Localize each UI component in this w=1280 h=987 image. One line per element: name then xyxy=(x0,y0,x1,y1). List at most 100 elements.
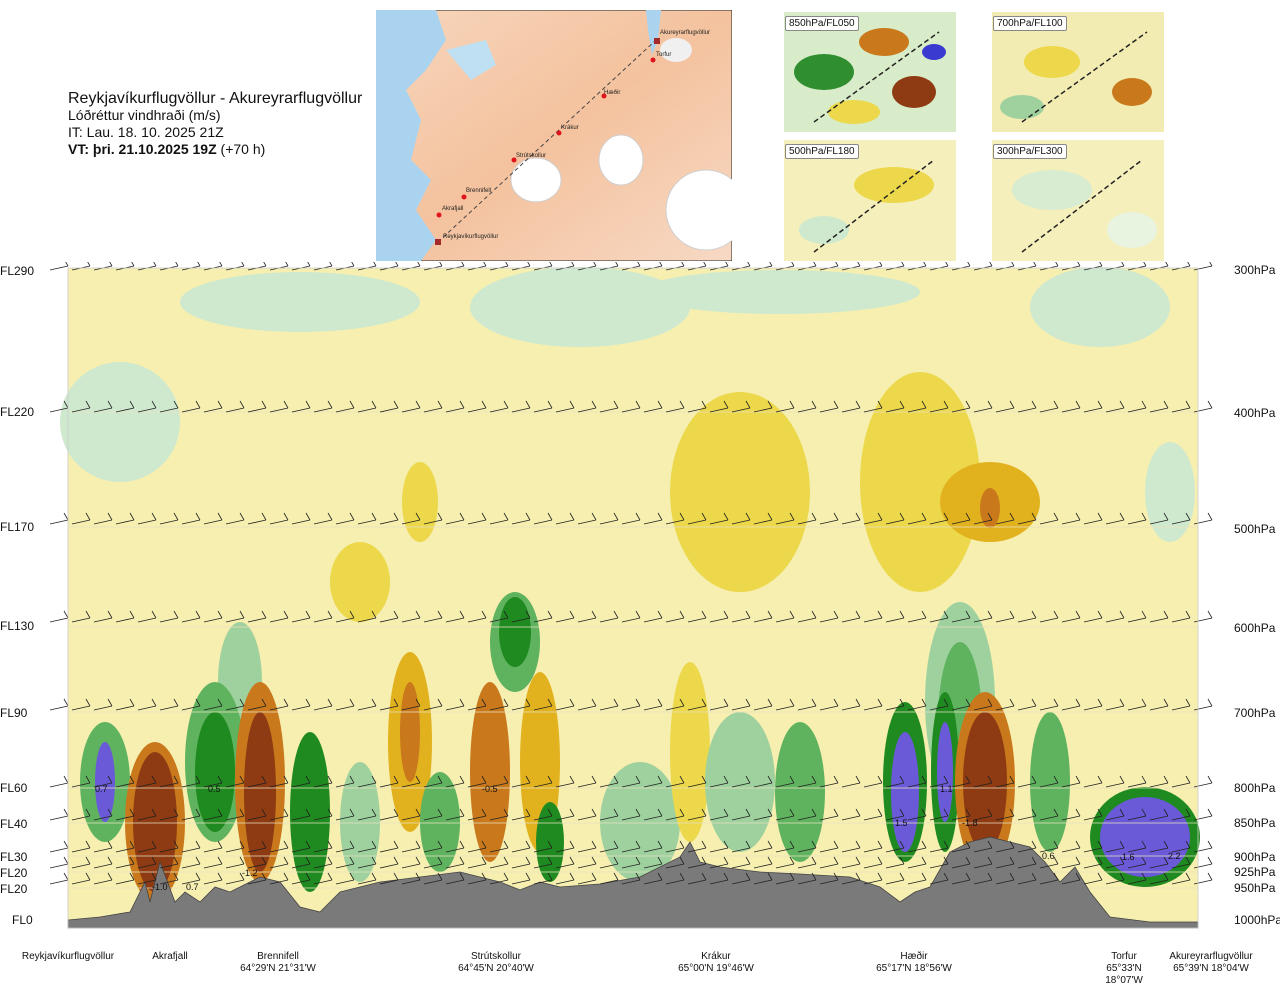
wind-barb xyxy=(687,808,707,821)
panel-700hpa[interactable]: 700hPa/FL100 xyxy=(992,12,1164,132)
wind-barb xyxy=(1149,512,1169,525)
wind-barb xyxy=(203,610,223,623)
wind-barb xyxy=(445,808,465,821)
wind-barb xyxy=(247,610,267,623)
wind-barb xyxy=(159,872,179,885)
wind-barb xyxy=(203,698,223,711)
wind-barb xyxy=(357,610,377,623)
wind-barb xyxy=(1171,808,1191,821)
wind-barb xyxy=(841,872,861,885)
panel-850hpa[interactable]: 850hPa/FL050 xyxy=(784,12,956,132)
wind-barb xyxy=(621,610,641,623)
wind-barb xyxy=(555,400,575,413)
hpa-label: 900hPa xyxy=(1234,850,1276,864)
velocity-cell xyxy=(705,712,775,852)
wind-barb xyxy=(753,775,773,788)
wind-barb xyxy=(1039,775,1059,788)
wind-barb xyxy=(445,400,465,413)
wind-barb xyxy=(181,400,201,413)
wind-barb xyxy=(137,808,157,821)
wind-barb xyxy=(577,872,597,885)
wind-barb xyxy=(423,775,443,788)
title-block: Reykjavíkurflugvöllur - Akureyrarflugvöl… xyxy=(68,90,362,158)
contour-label: 0.7 xyxy=(95,784,108,794)
wind-barb xyxy=(621,840,641,853)
wind-barb xyxy=(71,400,91,413)
wind-barb xyxy=(71,840,91,853)
wind-barb xyxy=(1083,775,1103,788)
fl-label: FL40 xyxy=(0,817,28,831)
wind-barb xyxy=(379,610,399,623)
wind-barb xyxy=(401,872,421,885)
wind-barb xyxy=(1083,872,1103,885)
velocity-cell xyxy=(937,722,953,822)
wind-barb xyxy=(599,400,619,413)
wind-barb xyxy=(841,808,861,821)
velocity-cell xyxy=(670,662,710,842)
wind-barb xyxy=(313,698,333,711)
wind-barb xyxy=(1171,856,1191,869)
wind-barb xyxy=(489,775,509,788)
wind-barb xyxy=(841,512,861,525)
wind-barb xyxy=(577,610,597,623)
velocity-cell xyxy=(600,762,680,882)
wind-barb xyxy=(907,698,927,711)
wind-barb xyxy=(1127,610,1147,623)
wind-barb xyxy=(357,872,377,885)
wind-barb xyxy=(929,872,949,885)
wind-barb xyxy=(753,610,773,623)
wind-barb xyxy=(973,400,993,413)
wind-barb xyxy=(335,775,355,788)
contour-label: -0.5 xyxy=(482,784,498,794)
wind-barb xyxy=(731,698,751,711)
wind-barb xyxy=(1127,400,1147,413)
wind-barb xyxy=(995,775,1015,788)
velocity-cell xyxy=(340,762,380,882)
contour-label: -1.0 xyxy=(152,882,168,892)
location-krakur: Krákur 65°00'N 19°46'W xyxy=(678,951,754,974)
wind-barb xyxy=(1017,840,1037,853)
wind-barb xyxy=(995,808,1015,821)
wind-barb xyxy=(1083,610,1103,623)
wind-barb xyxy=(1083,856,1103,869)
wind-barb xyxy=(863,840,883,853)
hpa-label: 850hPa xyxy=(1234,816,1276,830)
wind-barb xyxy=(1105,512,1125,525)
wind-barb xyxy=(555,698,575,711)
wind-barb xyxy=(929,808,949,821)
wind-barb xyxy=(973,775,993,788)
wind-barb xyxy=(423,872,443,885)
wind-barb xyxy=(951,400,971,413)
wind-barb xyxy=(335,512,355,525)
contour-label: 0.7 xyxy=(186,882,199,892)
wind-barb xyxy=(665,610,685,623)
wind-barb xyxy=(269,512,289,525)
wind-barb xyxy=(115,872,135,885)
wind-barb xyxy=(291,698,311,711)
map-markers xyxy=(435,38,660,245)
wind-barb xyxy=(1105,840,1125,853)
wind-barb xyxy=(71,698,91,711)
wind-barb xyxy=(973,840,993,853)
wind-barb xyxy=(49,775,69,788)
wind-barb xyxy=(181,610,201,623)
wind-barb xyxy=(1017,808,1037,821)
wind-barb xyxy=(665,400,685,413)
wind-barb xyxy=(973,698,993,711)
wind-barb xyxy=(115,512,135,525)
wind-barb xyxy=(423,856,443,869)
wind-barb xyxy=(577,856,597,869)
wind-barb xyxy=(1039,512,1059,525)
wind-barb xyxy=(885,400,905,413)
map-label-haedir: Hæðir xyxy=(604,89,620,96)
panel-500hpa[interactable]: 500hPa/FL180 xyxy=(784,140,956,261)
wind-barb xyxy=(973,808,993,821)
wind-barb xyxy=(995,872,1015,885)
wind-barb xyxy=(555,610,575,623)
wind-barb xyxy=(599,856,619,869)
wind-barb xyxy=(797,775,817,788)
wind-barb xyxy=(1105,808,1125,821)
velocity-cell xyxy=(470,267,690,347)
wind-barb xyxy=(511,840,531,853)
panel-300hpa[interactable]: 300hPa/FL300 xyxy=(992,140,1164,261)
